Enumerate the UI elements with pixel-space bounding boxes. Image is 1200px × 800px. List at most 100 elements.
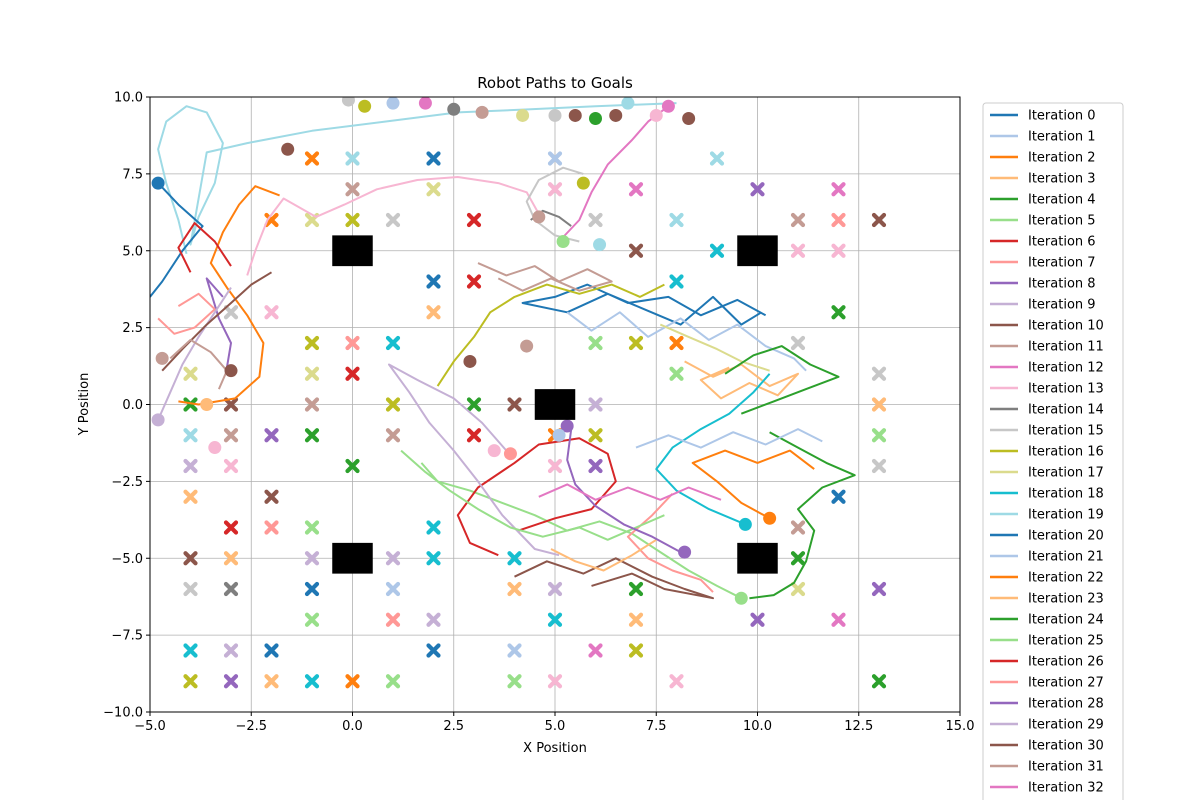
- end-point: [738, 517, 752, 531]
- goal-marker: [628, 581, 644, 597]
- obstacle: [332, 235, 373, 267]
- goal-marker: [790, 243, 806, 258]
- obstacle: [332, 542, 373, 574]
- goal-marker: [507, 643, 522, 658]
- goal-marker: [223, 643, 239, 658]
- goal-marker: [507, 674, 522, 689]
- legend-label: Iteration 32: [1028, 781, 1104, 796]
- goal-marker: [669, 274, 684, 289]
- y-axis-label: Y Position: [77, 373, 92, 437]
- goal-marker: [385, 581, 401, 597]
- goal-marker: [385, 397, 401, 412]
- legend-label: Iteration 16: [1028, 445, 1104, 460]
- series-line: [724, 345, 840, 415]
- goal-marker: [345, 366, 360, 381]
- goal-marker: [669, 366, 684, 381]
- goal-marker: [507, 551, 522, 566]
- goal-marker: [547, 674, 563, 689]
- goal-marker: [223, 458, 239, 474]
- series-line: [205, 277, 232, 368]
- goal-marker: [669, 212, 684, 228]
- goal-marker: [871, 397, 887, 412]
- goal-marker: [345, 212, 360, 228]
- series-line: [177, 222, 232, 273]
- legend-label: Iteration 0: [1028, 109, 1096, 124]
- goal-marker: [466, 397, 482, 412]
- end-point: [487, 444, 501, 458]
- legend-label: Iteration 20: [1028, 529, 1104, 544]
- legend-box: [982, 102, 1124, 800]
- goal-marker: [223, 674, 239, 689]
- series-line: [157, 292, 216, 335]
- goal-marker: [345, 458, 360, 474]
- series-line: [566, 428, 682, 553]
- goal-marker: [750, 182, 765, 197]
- goal-marker: [790, 335, 806, 351]
- end-point: [475, 105, 489, 119]
- x-tick-label: 7.5: [646, 719, 667, 734]
- goal-marker: [628, 182, 644, 197]
- legend-label: Iteration 3: [1028, 172, 1096, 187]
- legend-label: Iteration 9: [1028, 298, 1096, 313]
- end-point: [576, 176, 590, 190]
- end-point-markers: [151, 97, 777, 605]
- goal-marker: [709, 243, 725, 258]
- goal-marker: [183, 458, 198, 474]
- series-line: [178, 185, 280, 406]
- goal-marker: [466, 428, 482, 443]
- goal-marker: [547, 151, 563, 166]
- goal-marker: [183, 428, 198, 443]
- chart-title: Robot Paths to Goals: [477, 74, 633, 92]
- goal-marker: [223, 581, 239, 597]
- goal-marker: [304, 581, 320, 597]
- goal-marker: [426, 612, 441, 627]
- series-line: [691, 449, 815, 520]
- goal-marker: [183, 551, 198, 566]
- legend-label: Iteration 25: [1028, 634, 1104, 649]
- goal-marker: [223, 397, 239, 412]
- goal-marker: [871, 581, 887, 597]
- goal-marker: [345, 674, 360, 689]
- x-tick-label: 2.5: [443, 719, 464, 734]
- goal-marker: [264, 428, 279, 443]
- y-tick-label: −2.5: [111, 475, 143, 490]
- goal-marker: [871, 458, 887, 474]
- goal-marker: [547, 612, 563, 627]
- end-point: [763, 511, 777, 525]
- goal-marker: [304, 551, 320, 566]
- legend-label: Iteration 28: [1028, 697, 1104, 712]
- goal-marker: [547, 458, 563, 474]
- end-point: [386, 97, 400, 110]
- goal-marker: [871, 212, 887, 228]
- y-tick-label: 7.5: [122, 167, 143, 182]
- end-point: [532, 210, 546, 224]
- series-line: [521, 283, 767, 326]
- goal-marker: [345, 182, 360, 197]
- y-tick-label: 2.5: [122, 321, 143, 336]
- x-tick-label: 15.0: [946, 719, 975, 734]
- end-point: [418, 97, 432, 110]
- goal-marker: [588, 335, 603, 351]
- goal-marker: [871, 674, 887, 689]
- y-tick-label: −5.0: [111, 552, 143, 567]
- end-point: [556, 235, 570, 249]
- goal-marker: [466, 274, 482, 289]
- end-point: [682, 112, 696, 126]
- x-tick-label: 0.0: [342, 719, 363, 734]
- series-line: [157, 287, 232, 421]
- goal-marker: [790, 212, 806, 228]
- goal-markers: [183, 151, 887, 689]
- goal-marker: [304, 612, 320, 627]
- series-line: [436, 283, 665, 387]
- end-point: [516, 108, 530, 122]
- end-point: [281, 142, 295, 156]
- goal-marker: [426, 182, 441, 197]
- x-tick-label: 5.0: [545, 719, 566, 734]
- goal-marker: [831, 305, 846, 320]
- goal-marker: [507, 397, 522, 412]
- x-tick-label: 10.0: [743, 719, 772, 734]
- goal-marker: [426, 520, 441, 535]
- legend-label: Iteration 30: [1028, 739, 1104, 754]
- legend-label: Iteration 18: [1028, 487, 1104, 502]
- goal-marker: [507, 581, 522, 597]
